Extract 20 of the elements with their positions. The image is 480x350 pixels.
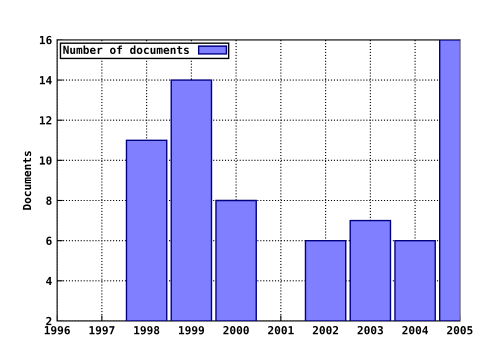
y-axis-title: Documents bbox=[22, 151, 32, 210]
y-tick-label: 8 bbox=[46, 196, 52, 205]
x-tick-label: 1996 bbox=[44, 326, 70, 334]
x-tick-label: 1998 bbox=[134, 326, 160, 334]
x-tick-label: 2004 bbox=[402, 326, 428, 334]
x-tick-label: 1999 bbox=[179, 326, 204, 334]
y-tick-label: 14 bbox=[40, 76, 52, 84]
y-tick-label: 6 bbox=[46, 236, 52, 246]
y-tick-label: 2 bbox=[46, 316, 52, 326]
y-tick-label: 16 bbox=[40, 36, 52, 44]
x-tick-label: 2000 bbox=[223, 326, 249, 334]
y-tick-label: 12 bbox=[40, 116, 52, 124]
x-tick-label: 1997 bbox=[90, 326, 114, 334]
legend-label: Number of documents bbox=[63, 45, 189, 54]
y-tick-label: 10 bbox=[40, 156, 52, 165]
x-tick-label: 2002 bbox=[312, 326, 338, 334]
x-tick-label: 2003 bbox=[358, 326, 384, 334]
y-tick-label: 4 bbox=[46, 276, 52, 286]
x-tick-label: 2001 bbox=[268, 326, 294, 334]
x-tick-label: 2005 bbox=[447, 326, 472, 334]
